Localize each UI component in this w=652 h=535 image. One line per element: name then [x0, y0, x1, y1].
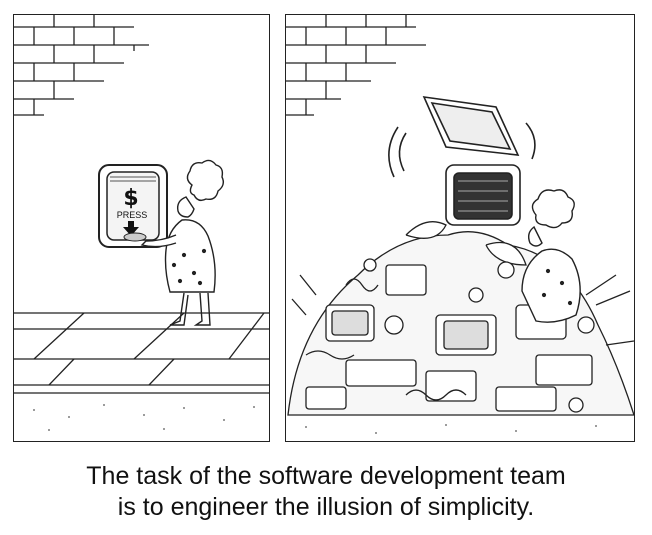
left-panel: $ PRESS — [13, 14, 270, 442]
dollar-symbol: $ — [123, 186, 138, 211]
machine-opening — [445, 164, 521, 226]
woman-figure — [521, 189, 581, 323]
woman-figure — [140, 159, 225, 326]
left-panel-drawing: $ PRESS — [14, 15, 269, 431]
caption-line-2: is to engineer the illusion of simplicit… — [117, 493, 535, 521]
brick-wall — [14, 15, 149, 116]
right-panel-drawing — [286, 15, 634, 434]
brick-wall — [286, 15, 426, 116]
street-dots — [305, 424, 597, 434]
press-button-panel: $ PRESS — [98, 164, 168, 248]
sidewalk — [14, 312, 269, 394]
right-panel — [285, 14, 635, 442]
caption-line-1: The task of the software development tea… — [86, 462, 566, 490]
junk-pile — [287, 221, 634, 416]
press-label: PRESS — [117, 210, 148, 220]
street-dots — [33, 404, 255, 431]
flying-panel-lid — [388, 96, 536, 178]
down-arrow-icon — [123, 221, 139, 236]
